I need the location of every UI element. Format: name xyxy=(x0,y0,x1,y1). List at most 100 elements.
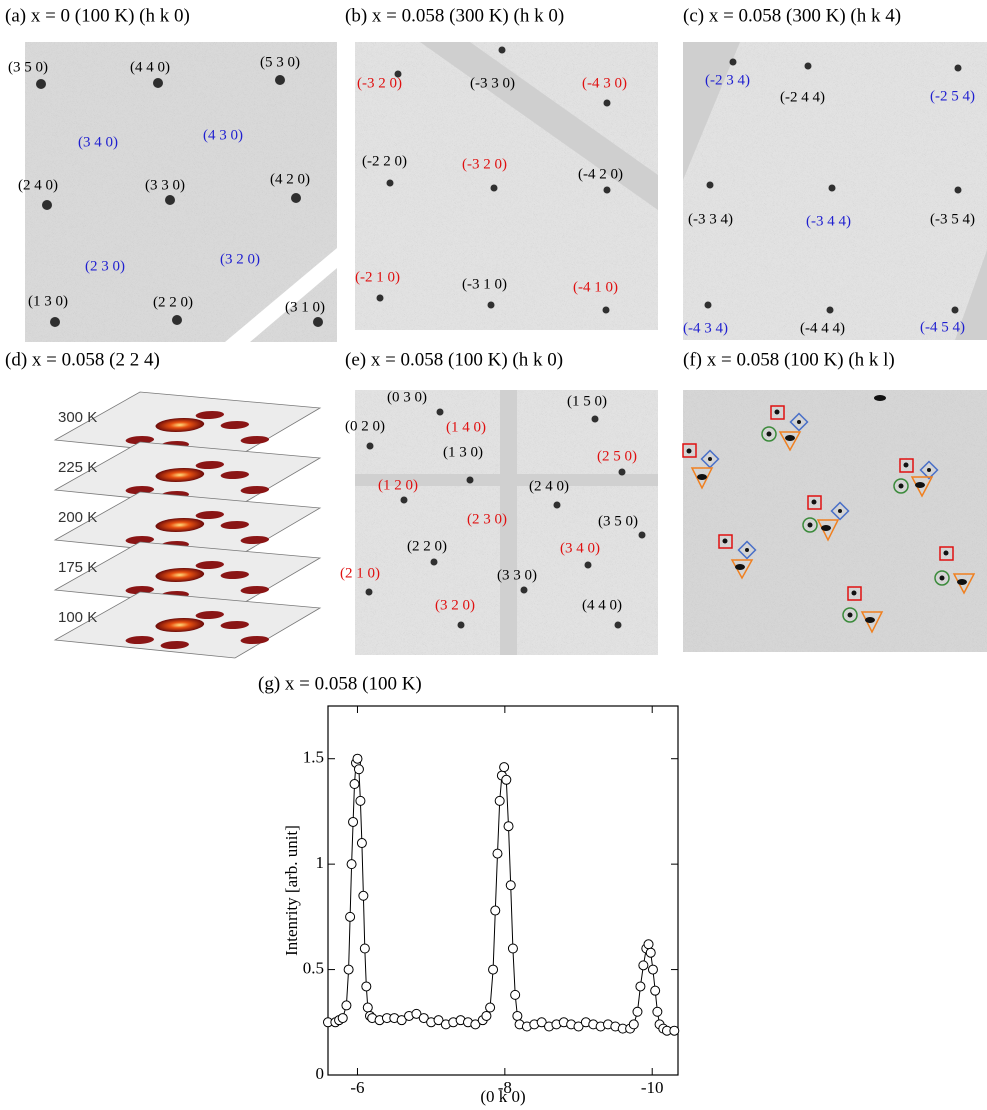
data-point xyxy=(650,985,661,996)
layer-peak xyxy=(195,461,225,469)
reflection-label: (1 2 0) xyxy=(378,477,418,493)
reflection-label: (-3 3 0) xyxy=(470,75,515,91)
data-point xyxy=(492,848,503,859)
data-point xyxy=(488,964,499,975)
reflection-label: (-3 5 4) xyxy=(930,211,975,227)
layer-peak xyxy=(195,511,225,519)
diffraction-spot xyxy=(729,58,737,66)
data-point xyxy=(494,795,505,806)
layer-peak xyxy=(155,468,205,482)
diffraction-spot xyxy=(954,186,962,194)
diffraction-spot xyxy=(376,294,384,302)
diffraction-spot xyxy=(36,79,46,89)
reflection-label: (3 4 0) xyxy=(78,134,118,150)
diffraction-spot xyxy=(704,301,712,309)
reflection-label: (4 2 0) xyxy=(270,171,310,187)
reflection-label: (-2 4 4) xyxy=(780,89,825,105)
data-point xyxy=(512,1010,523,1021)
diffraction-spot xyxy=(386,179,394,187)
data-point xyxy=(505,880,516,891)
layer-peak xyxy=(125,636,154,644)
reflection-label: (-2 2 0) xyxy=(362,153,407,169)
y-tick-label: 0 xyxy=(316,1064,325,1083)
layer-peak xyxy=(220,571,249,579)
reflection-label: (0 3 0) xyxy=(387,389,427,405)
diffraction-spot xyxy=(457,621,465,629)
data-point xyxy=(647,964,658,975)
diffraction-spot xyxy=(466,476,474,484)
diffraction-spot xyxy=(153,78,163,88)
layer-peak xyxy=(240,486,270,494)
data-point xyxy=(536,1017,547,1028)
panel-title: (d) x = 0.058 (2 2 4) xyxy=(5,349,160,370)
data-point xyxy=(358,890,369,901)
reflection-label: (3 2 0) xyxy=(220,251,260,267)
data-point xyxy=(356,838,367,849)
data-point xyxy=(643,939,654,950)
reflection-label: (3 1 0) xyxy=(285,299,325,315)
data-point xyxy=(352,753,363,764)
layer xyxy=(53,591,322,659)
layer-peak xyxy=(220,621,249,629)
reflection-label: (3 5 0) xyxy=(8,59,48,75)
temperature-label: 225 K xyxy=(58,459,97,476)
reflection-label: (1 3 0) xyxy=(28,293,68,309)
reflection-label: (-3 4 4) xyxy=(806,213,851,229)
diffraction-spot xyxy=(400,496,408,504)
diffraction-spot xyxy=(591,415,599,423)
panel-title: (c) x = 0.058 (300 K) (h k 4) xyxy=(683,5,901,26)
x-tick-label: -6 xyxy=(350,1078,364,1097)
reflection-label: (2 5 0) xyxy=(597,448,637,464)
reflection-label: (2 3 0) xyxy=(467,511,507,527)
layer-peak xyxy=(155,568,205,582)
reflection-label: (2 4 0) xyxy=(18,177,58,193)
layer-peak xyxy=(195,611,224,619)
data-point xyxy=(481,1010,492,1021)
reflection-label: (3 2 0) xyxy=(435,597,475,613)
layer-peak xyxy=(240,436,270,444)
data-point xyxy=(503,821,514,832)
diffraction-spot xyxy=(490,184,498,192)
reflection-label: (1 5 0) xyxy=(567,393,607,409)
layer-peak xyxy=(160,641,189,649)
diffraction-spot xyxy=(804,62,812,70)
diffraction-spot xyxy=(487,301,495,309)
data-point xyxy=(652,1006,663,1017)
diffraction-spot xyxy=(828,184,836,192)
reflection-label: (-3 1 0) xyxy=(462,276,507,292)
diffraction-spot xyxy=(706,181,714,189)
diffraction-spot xyxy=(275,75,285,85)
reflection-label: (4 3 0) xyxy=(203,127,243,143)
diffraction-spot xyxy=(365,588,373,596)
layer-peak xyxy=(240,636,269,644)
diffraction-spot xyxy=(603,99,611,107)
diffraction-spot xyxy=(553,501,561,509)
reflection-label: (2 2 0) xyxy=(407,538,447,554)
reflection-label: (4 4 0) xyxy=(130,59,170,75)
data-point xyxy=(349,779,360,790)
diffraction-spot xyxy=(394,70,402,78)
diffraction-spot xyxy=(584,561,592,569)
data-point xyxy=(628,1019,639,1030)
reflection-label: (-3 2 0) xyxy=(357,75,402,91)
reflection-label: (2 3 0) xyxy=(85,258,125,274)
data-point xyxy=(645,947,656,958)
reflection-label: (-4 3 0) xyxy=(582,75,627,91)
data-point xyxy=(485,1002,496,1013)
chart-title: (g) x = 0.058 (100 K) xyxy=(258,673,422,694)
layer-peak xyxy=(125,436,155,444)
reflection-label: (-2 5 4) xyxy=(930,88,975,104)
reflection-label: (3 5 0) xyxy=(598,513,638,529)
diffraction-spot xyxy=(498,46,506,54)
diffraction-spot xyxy=(618,468,626,476)
data-point xyxy=(362,1002,373,1013)
layer-peak xyxy=(155,518,205,532)
diffraction-spot xyxy=(50,317,60,327)
layer-peak xyxy=(155,618,205,632)
data-point xyxy=(632,1006,643,1017)
panel-f-image xyxy=(682,390,987,652)
data-point xyxy=(635,981,646,992)
panel-a-image xyxy=(25,42,337,342)
panel-title: (b) x = 0.058 (300 K) (h k 0) xyxy=(345,5,564,26)
